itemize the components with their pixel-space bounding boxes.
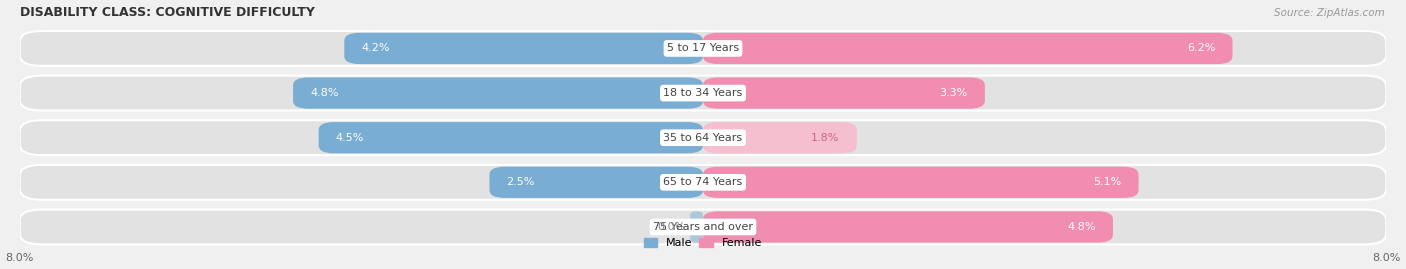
Text: 5.1%: 5.1% [1094, 177, 1122, 187]
FancyBboxPatch shape [489, 167, 703, 198]
FancyBboxPatch shape [319, 122, 703, 153]
FancyBboxPatch shape [703, 211, 1114, 243]
FancyBboxPatch shape [703, 33, 1233, 64]
FancyBboxPatch shape [20, 165, 1386, 200]
FancyBboxPatch shape [20, 31, 1386, 66]
Text: 4.5%: 4.5% [336, 133, 364, 143]
Text: DISABILITY CLASS: COGNITIVE DIFFICULTY: DISABILITY CLASS: COGNITIVE DIFFICULTY [20, 6, 315, 19]
Text: 35 to 64 Years: 35 to 64 Years [664, 133, 742, 143]
Text: 6.2%: 6.2% [1187, 43, 1215, 54]
Legend: Male, Female: Male, Female [644, 238, 762, 248]
Text: 1.8%: 1.8% [811, 133, 839, 143]
Text: 75 Years and over: 75 Years and over [652, 222, 754, 232]
Text: 4.2%: 4.2% [361, 43, 389, 54]
Text: 18 to 34 Years: 18 to 34 Years [664, 88, 742, 98]
Text: 3.3%: 3.3% [939, 88, 967, 98]
FancyBboxPatch shape [703, 77, 984, 109]
Text: 0.0%: 0.0% [658, 222, 686, 232]
FancyBboxPatch shape [703, 122, 856, 153]
FancyBboxPatch shape [703, 167, 1139, 198]
FancyBboxPatch shape [20, 210, 1386, 244]
FancyBboxPatch shape [292, 77, 703, 109]
Text: 5 to 17 Years: 5 to 17 Years [666, 43, 740, 54]
Text: 2.5%: 2.5% [506, 177, 534, 187]
FancyBboxPatch shape [20, 76, 1386, 111]
Text: Source: ZipAtlas.com: Source: ZipAtlas.com [1274, 8, 1385, 18]
Text: 4.8%: 4.8% [1067, 222, 1095, 232]
FancyBboxPatch shape [344, 33, 703, 64]
Text: 65 to 74 Years: 65 to 74 Years [664, 177, 742, 187]
Text: 4.8%: 4.8% [311, 88, 339, 98]
FancyBboxPatch shape [690, 211, 703, 243]
FancyBboxPatch shape [20, 120, 1386, 155]
